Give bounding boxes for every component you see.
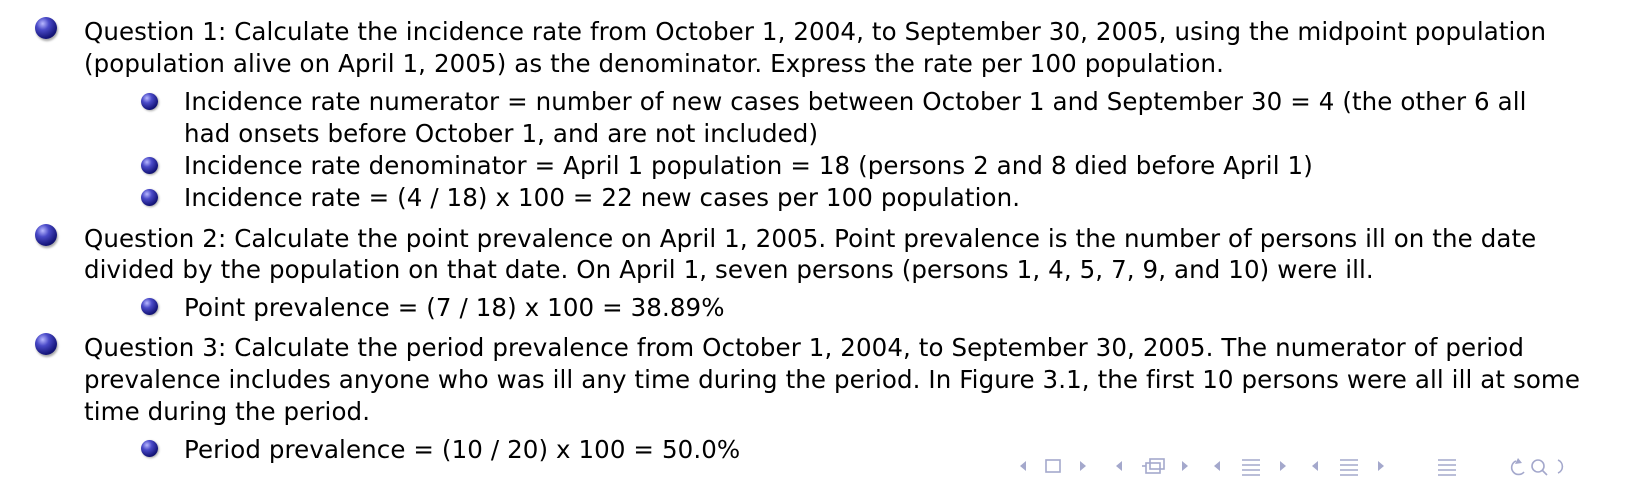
- nav-frame-icon[interactable]: [1045, 459, 1061, 473]
- nav-section-prev-icon[interactable]: [1214, 461, 1220, 471]
- q1-sub-3-line-1: Incidence rate = (4 / 18) x 100 = 22 new…: [184, 183, 1021, 212]
- bullet-icon: [35, 17, 57, 39]
- question-3-line-2: prevalence includes anyone who was ill a…: [84, 365, 1581, 394]
- question-1-line-2: (population alive on April 1, 2005) as t…: [84, 49, 1224, 78]
- q2-sub-1-line-1: Point prevalence = (7 / 18) x 100 = 38.8…: [184, 293, 725, 322]
- nav-section-icon[interactable]: [1242, 459, 1260, 476]
- nav-subsection-icon[interactable]: [1142, 458, 1165, 474]
- q1-sub-1-line-2: had onsets before October 1, and are not…: [184, 119, 819, 148]
- bullet-icon: [35, 333, 57, 355]
- nav-section-next-icon[interactable]: [1280, 461, 1286, 471]
- sub-bullet-icon: [141, 440, 158, 457]
- nav-frame-next-icon[interactable]: [1080, 461, 1086, 471]
- sub-bullet-icon: [141, 93, 158, 110]
- bullet-icon: [35, 224, 57, 246]
- question-3-line-3: time during the period.: [84, 397, 371, 426]
- nav-subsec-prev-icon[interactable]: [1312, 461, 1318, 471]
- nav-subsec-next-icon[interactable]: [1378, 461, 1384, 471]
- q3-sub-1-line-1: Period prevalence = (10 / 20) x 100 = 50…: [184, 435, 741, 464]
- question-3-line-1: Question 3: Calculate the period prevale…: [84, 333, 1524, 362]
- sub-bullet-icon: [141, 157, 158, 174]
- sub-bullet-icon: [141, 298, 158, 315]
- nav-align-icon[interactable]: [1438, 459, 1456, 476]
- q1-sub-2-line-1: Incidence rate denominator = April 1 pop…: [184, 151, 1313, 180]
- nav-frame-prev-icon[interactable]: [1020, 461, 1026, 471]
- question-2-line-2: divided by the population on that date. …: [84, 255, 1374, 284]
- question-2-line-1: Question 2: Calculate the point prevalen…: [84, 224, 1537, 253]
- nav-search-icon[interactable]: [1510, 458, 1564, 476]
- nav-subsection-next-icon[interactable]: [1182, 461, 1188, 471]
- question-1-line-1: Question 1: Calculate the incidence rate…: [84, 17, 1547, 46]
- nav-subsection-prev-icon[interactable]: [1116, 461, 1122, 471]
- navigation-bar: [1020, 458, 1564, 476]
- nav-subsec-icon[interactable]: [1340, 459, 1358, 476]
- sub-bullet-icon: [141, 189, 158, 206]
- q1-sub-1-line-1: Incidence rate numerator = number of new…: [184, 87, 1527, 116]
